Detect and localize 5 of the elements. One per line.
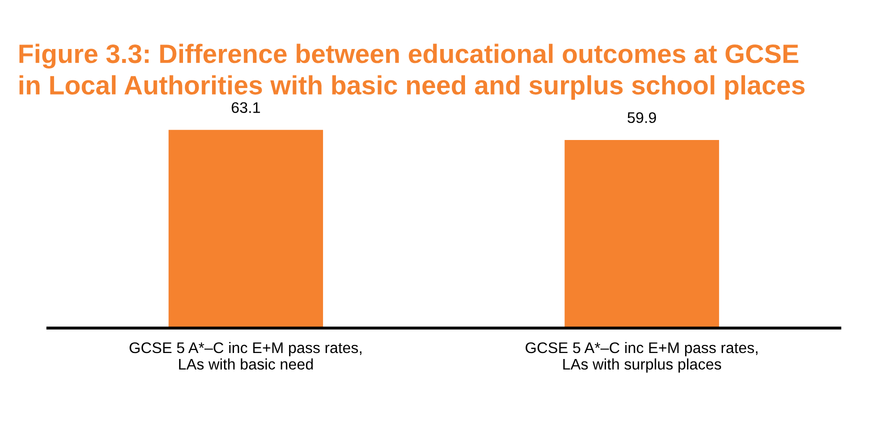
- data-label: 63.1: [232, 102, 260, 114]
- x-tick-label: GCSE 5 A*–C inc E+M pass rates, LAs with basic need: [130, 342, 362, 370]
- chart-title: Figure 3.3: Difference between educational outcomes at GCSE in Local Authorities with basic need and surplus school places: [19, 44, 805, 100]
- x-tick-label: GCSE 5 A*–C inc E+M pass rates, LAs with surplus places: [526, 342, 758, 373]
- data-label: 59.9: [628, 112, 656, 124]
